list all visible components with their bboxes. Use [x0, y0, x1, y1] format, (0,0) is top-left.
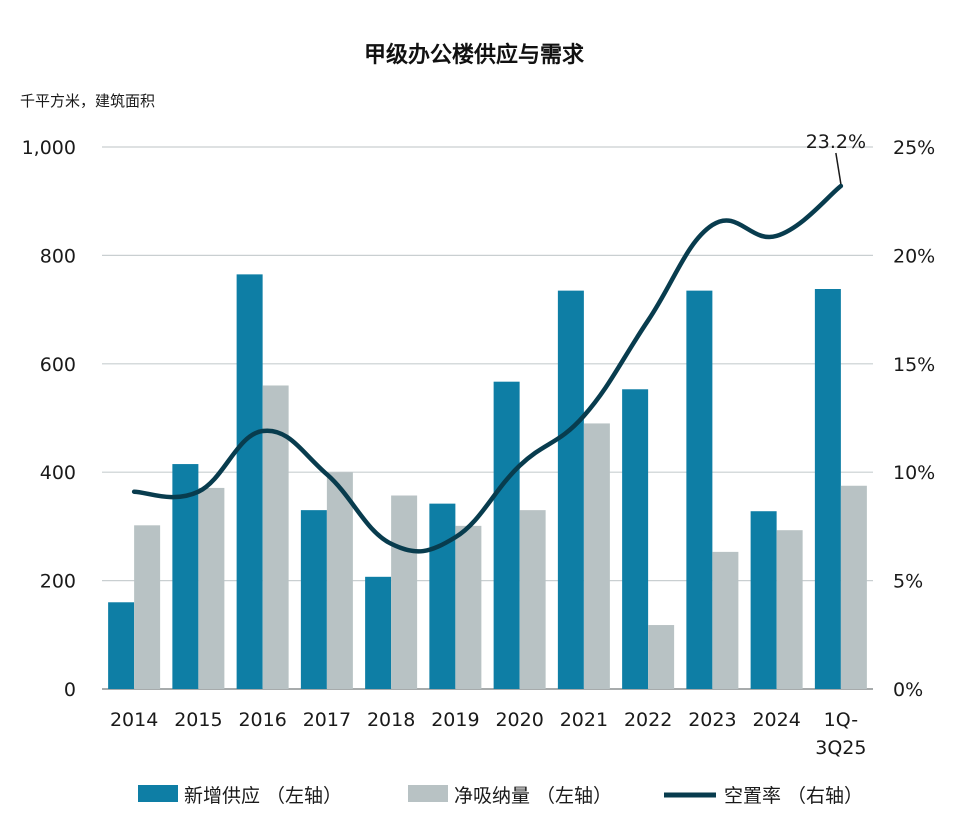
x-tick-label: 2023 — [688, 709, 736, 731]
absorption-bar — [134, 525, 161, 689]
y-left-tick-label: 200 — [40, 571, 76, 593]
supply-bar — [814, 289, 841, 689]
supply-bar — [429, 503, 456, 689]
x-tick-label: 1Q- — [824, 709, 858, 731]
absorption-bar — [840, 485, 867, 689]
x-tick-label: 2021 — [560, 709, 608, 731]
x-tick-label: 2019 — [431, 709, 479, 731]
y-left-tick-label: 0 — [64, 679, 76, 701]
supply-bar — [365, 576, 392, 689]
annotation-label: 23.2% — [806, 131, 866, 153]
absorption-bar — [583, 423, 610, 689]
supply-bar — [686, 290, 713, 689]
x-tick-label: 2017 — [303, 709, 351, 731]
x-tick-label: 2018 — [367, 709, 415, 731]
absorption-bar — [455, 525, 482, 689]
vacancy-rate-line — [131, 183, 844, 554]
supply-bar — [172, 464, 199, 689]
y-left-tick-label: 800 — [40, 245, 76, 267]
y-right-tick-label: 25% — [893, 137, 935, 159]
annotation-leader-line — [835, 152, 842, 185]
y-right-tick-label: 5% — [893, 571, 923, 593]
x-tick-label: 2016 — [238, 709, 286, 731]
x-tick-label: 2022 — [624, 709, 672, 731]
absorption-bar — [712, 551, 739, 689]
absorption-bar — [648, 625, 675, 689]
y-right-tick-label: 20% — [893, 245, 935, 267]
absorption-bar — [776, 530, 803, 689]
x-tick-label: 3Q25 — [815, 737, 866, 759]
supply-bar — [236, 274, 263, 689]
chart-title: 甲级办公楼供应与需求 — [364, 42, 584, 68]
supply-bar — [557, 290, 584, 689]
absorption-bar — [391, 495, 418, 689]
legend-label: 空置率 （右轴） — [724, 785, 863, 807]
absorption-bar — [519, 510, 546, 689]
x-tick-label: 2024 — [752, 709, 800, 731]
supply-bar — [300, 510, 327, 689]
x-tick-label: 2014 — [110, 709, 158, 731]
absorption-bar — [198, 487, 225, 689]
y-left-tick-label: 400 — [40, 462, 76, 484]
legend-label: 新增供应 （左轴） — [184, 785, 342, 807]
legend-supply-swatch — [138, 785, 178, 802]
supply-bar — [493, 381, 520, 689]
supply-bar — [750, 511, 777, 689]
y-axis-unit-label: 千平方米，建筑面积 — [20, 92, 155, 110]
legend-label: 净吸纳量 （左轴） — [454, 785, 612, 807]
supply-bar — [108, 602, 135, 689]
y-left-tick-label: 1,000 — [22, 137, 76, 159]
y-right-tick-label: 0% — [893, 679, 923, 701]
supply-bar — [622, 389, 649, 689]
y-right-tick-label: 15% — [893, 354, 935, 376]
legend-absorption-swatch — [408, 785, 448, 802]
x-tick-label: 2015 — [174, 709, 222, 731]
y-right-tick-label: 10% — [893, 462, 935, 484]
x-tick-label: 2020 — [495, 709, 543, 731]
absorption-bar — [326, 472, 353, 689]
y-left-tick-label: 600 — [40, 354, 76, 376]
